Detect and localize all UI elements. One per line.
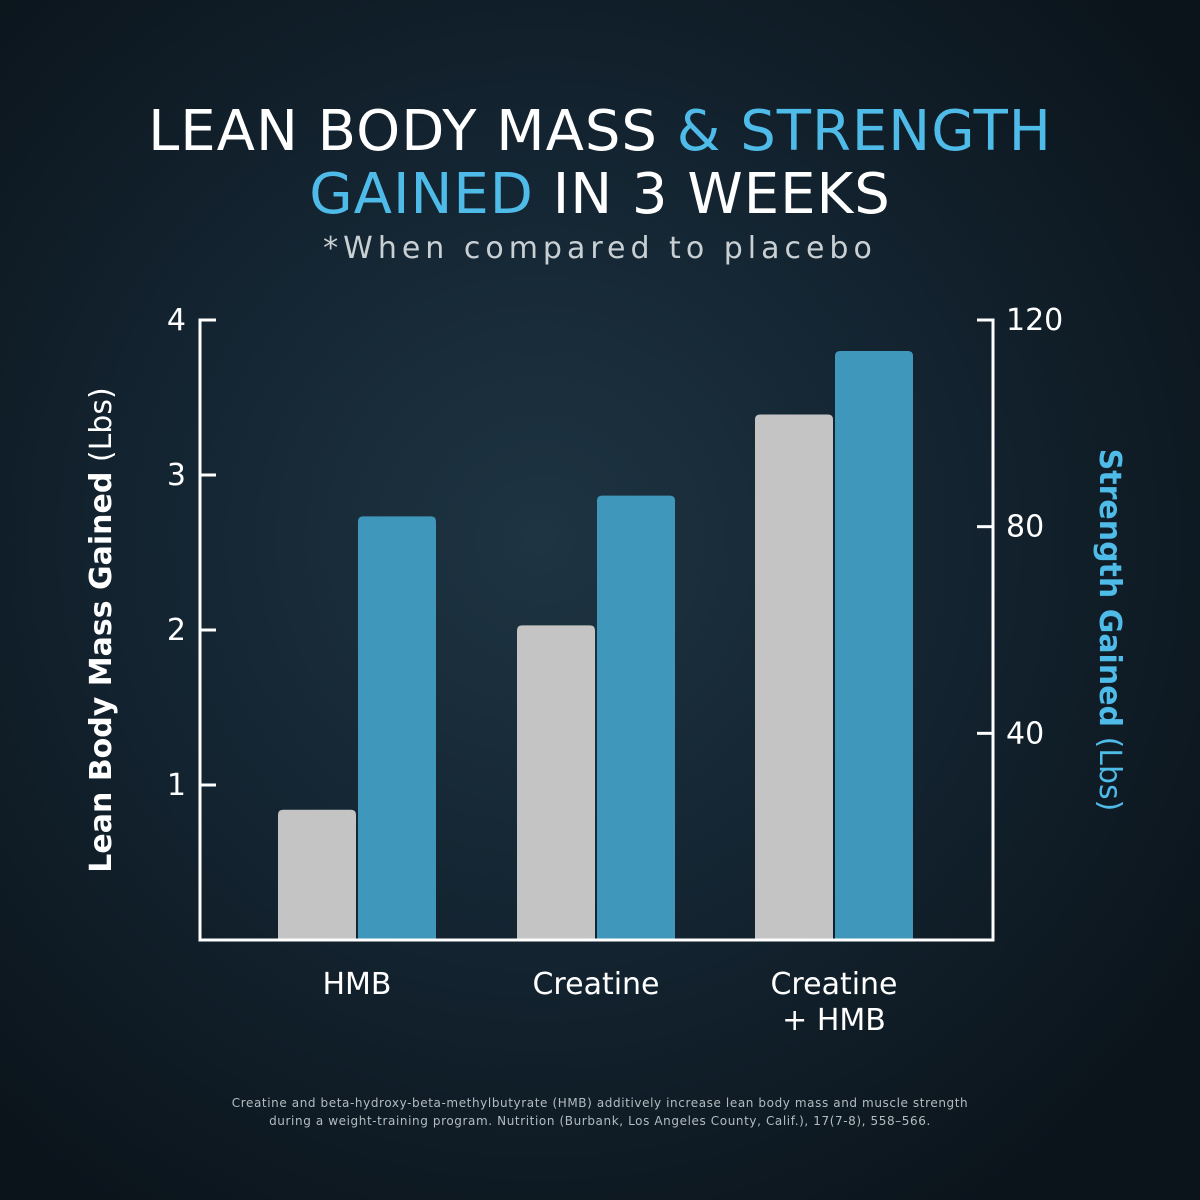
right-tick-label: 80 [1006,510,1044,545]
title-line-1: LEAN BODY MASS & STRENGTH [148,99,1052,164]
left-tick-label: 1 [167,768,186,803]
left-tick-label: 3 [167,458,186,493]
category-label: Creatine [532,967,659,1002]
strength-bar-2 [835,351,913,940]
lean-mass-bar-0 [278,809,356,940]
footnote-line-2: during a weight-training program. Nutrit… [269,1114,931,1128]
lean-mass-bar-2 [755,414,833,940]
category-label: HMB [322,967,391,1002]
lean-mass-bar-1 [517,625,595,940]
category-label: Creatine [770,967,897,1002]
strength-bar-1 [597,495,675,940]
right-tick-label: 40 [1006,716,1044,751]
category-label: + HMB [782,1003,886,1038]
right-axis-label: Strength Gained (Lbs) [1092,449,1127,812]
right-tick-label: 120 [1006,303,1063,338]
left-tick-label: 2 [167,613,186,648]
left-axis-label: Lean Body Mass Gained (Lbs) [84,387,119,872]
subtitle: *When compared to placebo [323,231,877,266]
left-tick-label: 4 [167,303,186,338]
footnote-line-1: Creatine and beta-hydroxy-beta-methylbut… [232,1096,969,1110]
title-line-2: GAINED IN 3 WEEKS [309,162,890,227]
strength-bar-0 [358,516,436,940]
